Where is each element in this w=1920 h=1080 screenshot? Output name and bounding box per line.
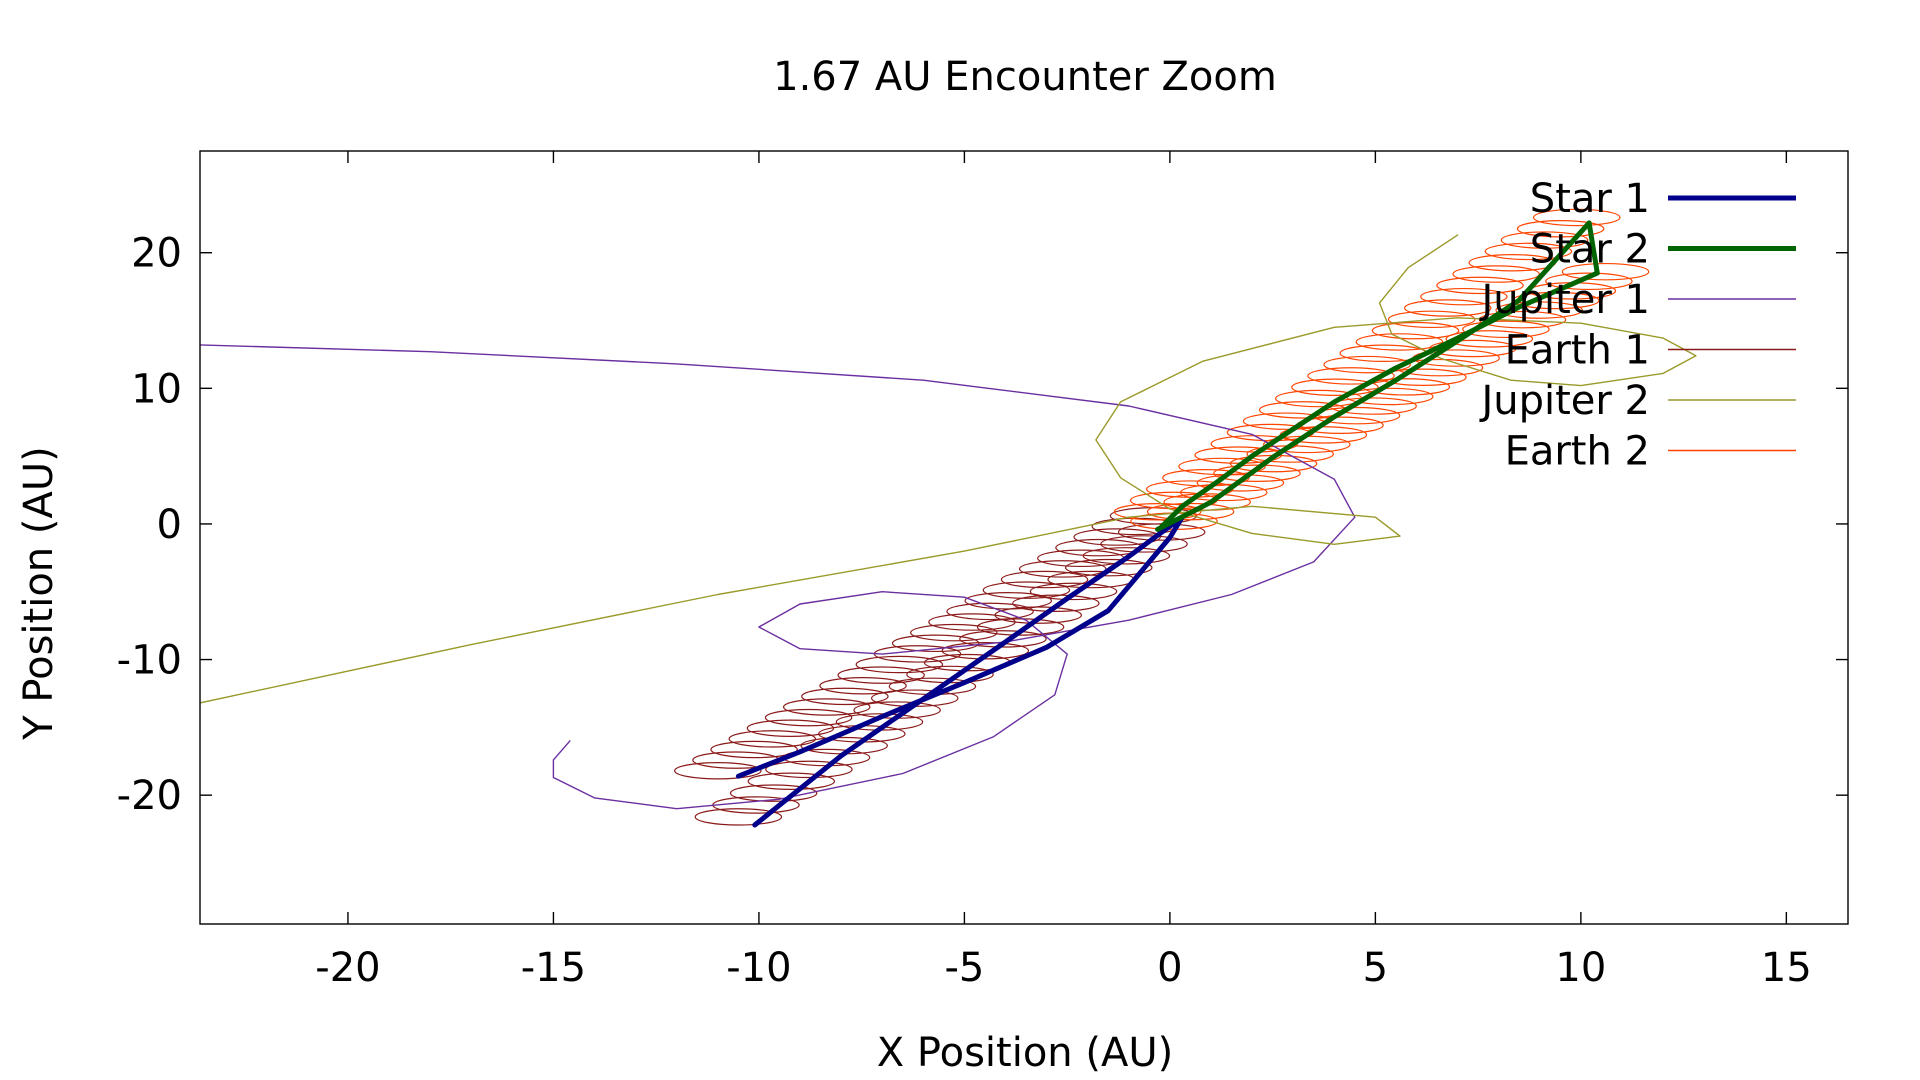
orbit-loop bbox=[1355, 333, 1444, 351]
orbit-loop bbox=[1500, 231, 1589, 249]
x-tick-label: 15 bbox=[1761, 945, 1812, 991]
orbit-loop bbox=[1146, 502, 1235, 521]
series-layer bbox=[200, 208, 1697, 828]
orbit-loop bbox=[765, 760, 853, 779]
orbit-loop bbox=[1445, 330, 1534, 348]
orbit-loop bbox=[819, 677, 907, 695]
series-earth-2 bbox=[1113, 208, 1650, 530]
orbit-loop bbox=[910, 623, 998, 642]
y-tick-label: -20 bbox=[117, 773, 182, 819]
legend-label-star-1: Star 1 bbox=[1530, 176, 1650, 222]
orbit-loop bbox=[994, 606, 1082, 624]
y-axis: -20 -10 0 10 20 bbox=[117, 231, 1848, 819]
y-axis-label: Y Position (AU) bbox=[16, 446, 62, 740]
orbit-loop bbox=[1484, 242, 1573, 261]
legend-label-jupiter-2: Jupiter 2 bbox=[1478, 378, 1650, 424]
orbit-loop bbox=[764, 708, 853, 727]
orbit-loop bbox=[1162, 469, 1250, 487]
series-jupiter-1 bbox=[200, 344, 1356, 810]
orbit-loop bbox=[1100, 535, 1188, 553]
orbit-loop bbox=[837, 666, 925, 684]
legend-label-star-2: Star 2 bbox=[1530, 227, 1650, 273]
orbit-loop bbox=[1065, 558, 1153, 577]
orbit-loop bbox=[1420, 287, 1508, 306]
orbit-loop bbox=[1307, 367, 1395, 385]
orbit-loop bbox=[1082, 547, 1171, 565]
legend-label-jupiter-1: Jupiter 1 bbox=[1478, 277, 1650, 323]
orbit-loop bbox=[1113, 502, 1202, 521]
orbit-loop bbox=[1561, 262, 1650, 281]
orbit-loop bbox=[1478, 310, 1567, 329]
x-tick-label: 0 bbox=[1157, 945, 1182, 991]
chart-title: 1.67 AU Encounter Zoom bbox=[773, 54, 1277, 100]
orbit-loop bbox=[1462, 320, 1550, 339]
x-tick-label: -20 bbox=[315, 945, 380, 991]
x-tick-label: -5 bbox=[944, 945, 984, 991]
orbit-loop bbox=[1000, 570, 1089, 589]
orbit-loop bbox=[982, 581, 1071, 599]
orbit-loop bbox=[1533, 208, 1621, 227]
orbit-loop bbox=[1387, 310, 1476, 329]
x-tick-label: -10 bbox=[726, 945, 791, 991]
orbit-loop bbox=[694, 808, 783, 826]
orbit-loop bbox=[728, 730, 817, 748]
orbit-loop bbox=[1029, 582, 1118, 601]
orbit-loop bbox=[1495, 301, 1583, 319]
orbit-loop bbox=[1371, 321, 1460, 340]
orbit-loop bbox=[1213, 464, 1301, 482]
orbit-loop bbox=[782, 698, 871, 716]
orbit-loop bbox=[1291, 378, 1379, 396]
orbit-loop bbox=[801, 687, 889, 706]
orbit-loop bbox=[747, 772, 836, 791]
orbit-loop bbox=[928, 613, 1016, 631]
series-earth-1 bbox=[674, 507, 1206, 826]
legend-label-earth-1: Earth 1 bbox=[1505, 328, 1650, 374]
x-tick-label: 5 bbox=[1363, 945, 1388, 991]
x-tick-label: -15 bbox=[521, 945, 586, 991]
orbit-loop bbox=[674, 762, 762, 780]
y-tick-label: -10 bbox=[117, 638, 182, 684]
orbit-loop bbox=[1012, 594, 1100, 613]
orbit-loop bbox=[946, 602, 1034, 621]
orbit-loop bbox=[855, 655, 944, 674]
orbit-loop bbox=[1428, 339, 1517, 358]
orbit-loop bbox=[959, 630, 1047, 648]
orbit-loop bbox=[1545, 272, 1633, 291]
orbit-loop bbox=[710, 740, 798, 759]
orbit-loop bbox=[1073, 528, 1161, 546]
orbit-loop bbox=[1196, 474, 1285, 492]
x-axis-label: X Position (AU) bbox=[877, 1030, 1173, 1076]
series-star-2 bbox=[1155, 220, 1600, 532]
x-tick-label: 10 bbox=[1555, 945, 1606, 991]
orbit-loop bbox=[1452, 265, 1540, 283]
orbit-loop bbox=[1404, 299, 1492, 317]
series-star-1 bbox=[735, 514, 1185, 828]
orbit-loop bbox=[1516, 220, 1605, 238]
orbit-loop bbox=[1323, 355, 1411, 374]
orbit-loop bbox=[746, 719, 835, 738]
x-axis: -20 -15 -10 -5 0 5 10 15 bbox=[315, 151, 1812, 991]
orbit-loop bbox=[1180, 483, 1268, 502]
orbit-loop bbox=[729, 784, 818, 802]
orbit-loop bbox=[1436, 276, 1524, 295]
legend-label-earth-2: Earth 2 bbox=[1505, 429, 1650, 475]
y-tick-label: 20 bbox=[131, 231, 182, 277]
orbit-loop bbox=[1178, 457, 1266, 476]
y-tick-label: 10 bbox=[131, 366, 182, 412]
orbit-loop bbox=[1018, 560, 1107, 578]
plot-frame bbox=[199, 150, 1849, 925]
y-tick-label: 0 bbox=[157, 502, 182, 548]
